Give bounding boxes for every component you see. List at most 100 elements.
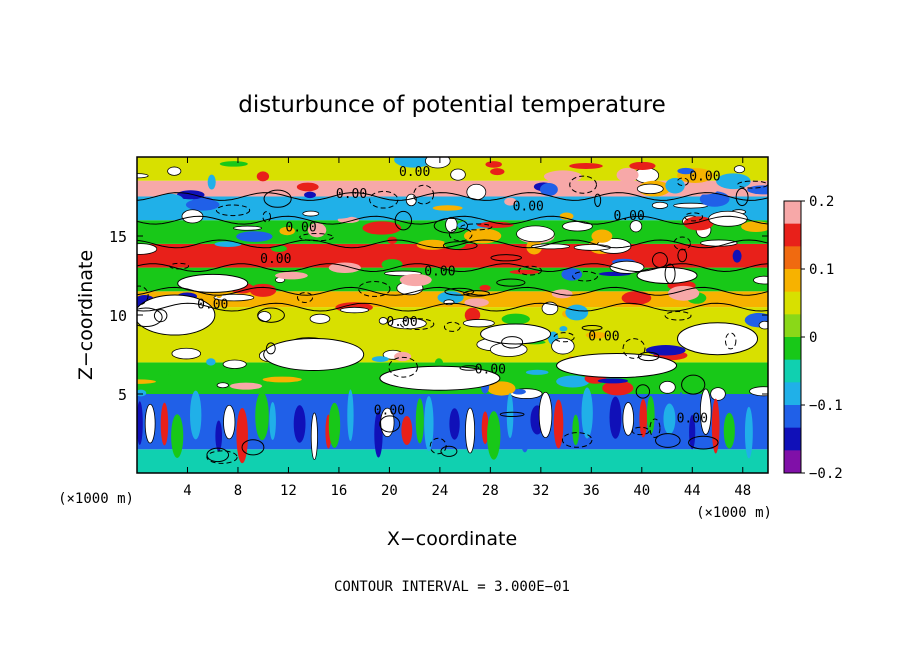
contour-loop xyxy=(263,189,292,208)
contour-loop xyxy=(297,292,314,303)
contour-loop xyxy=(262,211,271,223)
plume xyxy=(598,396,610,434)
field-blob xyxy=(616,167,639,183)
x-axis-label: X−coordinate xyxy=(387,528,517,550)
field-blob xyxy=(339,306,370,314)
field-blob xyxy=(206,358,216,366)
contour-loop xyxy=(137,307,163,327)
colorbar-tick-label: 0.2 xyxy=(809,194,834,210)
field-blob xyxy=(716,173,751,190)
plume xyxy=(520,414,530,453)
cloud-region xyxy=(137,294,216,336)
colorbar-segment xyxy=(784,269,801,293)
plume xyxy=(646,396,655,435)
contour-loop xyxy=(388,356,418,378)
field-blob xyxy=(621,291,652,305)
contour-loop xyxy=(241,439,265,456)
contour-loop xyxy=(215,204,251,217)
plume xyxy=(202,407,216,447)
contour-loop xyxy=(681,374,706,395)
field-blob xyxy=(156,193,184,206)
field-blob xyxy=(597,378,629,384)
contour-loop xyxy=(433,217,469,234)
colorbar-tick-label: −0.2 xyxy=(809,466,843,482)
field-blob xyxy=(256,171,270,182)
field-blob xyxy=(665,177,685,194)
field-blob xyxy=(677,167,695,175)
x-tick-label: 48 xyxy=(734,483,751,499)
contour-loop xyxy=(664,263,676,284)
contour-loop xyxy=(358,280,391,297)
field-band xyxy=(137,449,768,473)
plume xyxy=(160,402,169,446)
plume xyxy=(223,404,236,440)
field-blob xyxy=(485,161,502,168)
contour-label: 0.00 xyxy=(614,209,645,224)
x-tick-label: 44 xyxy=(684,483,701,499)
chart-title: disturbunce of potential temperature xyxy=(238,92,666,118)
plume xyxy=(553,399,564,449)
field-blob xyxy=(275,271,308,280)
field-blob xyxy=(733,165,746,174)
contour-loop xyxy=(631,426,650,436)
contour-line xyxy=(137,215,768,225)
colorbar-segment xyxy=(784,223,801,247)
contour-line xyxy=(137,286,768,296)
field-blob xyxy=(573,244,612,251)
plume xyxy=(280,401,291,446)
field-blob xyxy=(585,331,607,339)
contour-label: 0.00 xyxy=(588,329,619,344)
field-blob xyxy=(462,319,495,328)
field-blob xyxy=(249,283,277,297)
x-unit-right: (×1000 m) xyxy=(696,505,772,521)
contour-loop xyxy=(569,175,597,194)
field-blob xyxy=(328,262,361,274)
colorbar-segment xyxy=(784,382,801,406)
contour-loop xyxy=(463,290,490,297)
field-blob xyxy=(753,275,768,285)
plume xyxy=(380,407,395,438)
plume xyxy=(711,398,720,454)
field-blob xyxy=(319,205,357,219)
colorbar-tick-label: 0.1 xyxy=(809,262,834,278)
cloud-region xyxy=(480,323,552,345)
contour-label: 0.00 xyxy=(424,265,455,280)
field-blob xyxy=(171,347,202,360)
field-blob xyxy=(167,166,182,176)
field-band xyxy=(137,157,768,181)
contour-loop xyxy=(499,411,525,418)
x-tick-label: 24 xyxy=(431,483,448,499)
contour-loop xyxy=(442,241,478,251)
field-blob xyxy=(561,268,583,281)
contour-interval-note: CONTOUR INTERVAL = 3.000E−01 xyxy=(334,579,570,595)
field-blob xyxy=(168,369,180,377)
contour-loop xyxy=(676,177,689,187)
plume xyxy=(310,412,318,461)
field-blob xyxy=(479,284,491,291)
plot-area: 0.00 0.00 0.00 0.00 0.00 0.00 0.00 0.00 0.00 0.00… xyxy=(137,157,768,473)
contour-loop xyxy=(137,285,149,306)
contour-label: 0.00 xyxy=(197,298,228,313)
field-blob xyxy=(444,237,466,250)
contour-loop xyxy=(459,365,480,371)
field-blob xyxy=(708,210,748,227)
cloud-region xyxy=(263,338,365,371)
field-blob xyxy=(602,380,634,396)
plume xyxy=(487,411,501,460)
plume xyxy=(572,414,580,446)
plume xyxy=(581,387,593,439)
field-blob xyxy=(137,379,156,384)
field-blob xyxy=(394,157,433,168)
field-blob xyxy=(509,269,540,275)
contour-loop xyxy=(444,287,475,296)
plume xyxy=(269,401,276,441)
contour-loop xyxy=(724,332,737,350)
contour-loop xyxy=(265,342,276,355)
y-tick-label: 15 xyxy=(109,228,127,246)
x-tick-label: 20 xyxy=(381,483,398,499)
field-blob xyxy=(591,229,613,243)
field-blob xyxy=(464,298,489,307)
contour-label: 0.00 xyxy=(374,404,405,419)
plume xyxy=(678,391,685,441)
